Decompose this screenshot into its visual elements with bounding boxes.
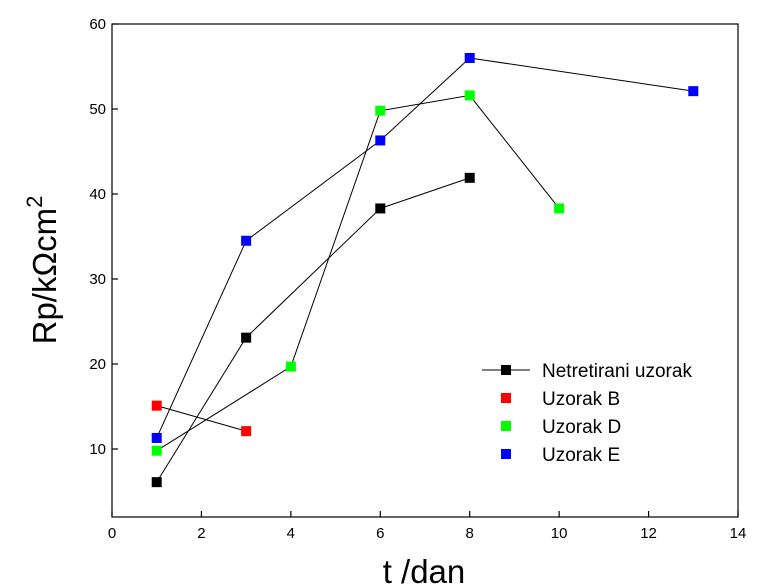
- series-markers: [151, 53, 699, 488]
- x-tick-label-0: 0: [108, 525, 116, 542]
- data-point-uzorak-d-0: [151, 445, 162, 456]
- x-tick-label-6: 6: [376, 525, 384, 542]
- data-point-uzorak-e-3: [464, 53, 475, 63]
- data-point-uzorak-d-2: [375, 105, 386, 116]
- x-tick-label-10: 10: [551, 525, 568, 542]
- data-point-uzorak-d-1: [285, 361, 296, 372]
- series-line-netretirani-uzorak: [156, 177, 470, 483]
- data-point-netretirani-uzorak-2: [375, 203, 386, 214]
- x-tick-label-12: 12: [640, 525, 657, 542]
- y-tick-label-50: 50: [89, 101, 106, 118]
- data-point-uzorak-b-0: [151, 400, 162, 411]
- y-axis-title-superscript: 2: [22, 196, 47, 208]
- y-tick-label-60: 60: [89, 16, 106, 33]
- legend: Netretirani uzorak Uzorak B Uzorak D Uzorak…: [482, 361, 692, 466]
- data-point-netretirani-uzorak-0: [151, 477, 162, 488]
- y-tick-label-20: 20: [89, 356, 106, 373]
- y-tick-label-40: 40: [89, 186, 106, 203]
- data-point-uzorak-e-2: [375, 135, 386, 146]
- data-point-netretirani-uzorak-3: [464, 172, 475, 183]
- legend-marker-uzorak-e: [501, 449, 511, 459]
- data-point-netretirani-uzorak-1: [241, 332, 252, 343]
- legend-label-uzorak-d: Uzorak D: [542, 417, 621, 438]
- legend-label-netretirani-uzorak: Netretirani uzorak: [542, 361, 692, 382]
- x-axis-title: t /dan: [383, 553, 466, 588]
- x-tick-label-8: 8: [466, 525, 474, 542]
- x-tick-label-2: 2: [197, 525, 205, 542]
- legend-marker-netretirani-uzorak: [501, 365, 511, 375]
- x-tick-label-14: 14: [730, 525, 747, 542]
- data-point-uzorak-d-3: [464, 90, 475, 101]
- data-point-uzorak-e-4: [688, 86, 699, 97]
- legend-marker-uzorak-d: [501, 421, 511, 431]
- x-tick-label-4: 4: [287, 525, 295, 542]
- data-point-uzorak-e-0: [151, 432, 162, 443]
- plot-frame: [111, 23, 739, 518]
- data-point-uzorak-e-1: [241, 235, 252, 246]
- x-axis: 0 2 4 6 8 10 12 14: [108, 511, 747, 542]
- y-axis-title-base: Rp/kΩcm: [26, 208, 63, 345]
- y-tick-label-10: 10: [89, 441, 106, 458]
- legend-marker-uzorak-b: [501, 393, 511, 403]
- y-axis: 10 20 30 40 50 60: [89, 16, 118, 458]
- legend-label-uzorak-e: Uzorak E: [542, 445, 620, 466]
- y-tick-label-30: 30: [89, 271, 106, 288]
- data-point-uzorak-b-1: [241, 426, 252, 437]
- data-point-uzorak-d-4: [554, 203, 565, 214]
- series-line-uzorak-b: [156, 405, 247, 432]
- legend-label-uzorak-b: Uzorak B: [542, 389, 620, 410]
- y-axis-title: Rp/kΩcm2: [22, 196, 63, 345]
- series-line-uzorak-d: [156, 94, 560, 452]
